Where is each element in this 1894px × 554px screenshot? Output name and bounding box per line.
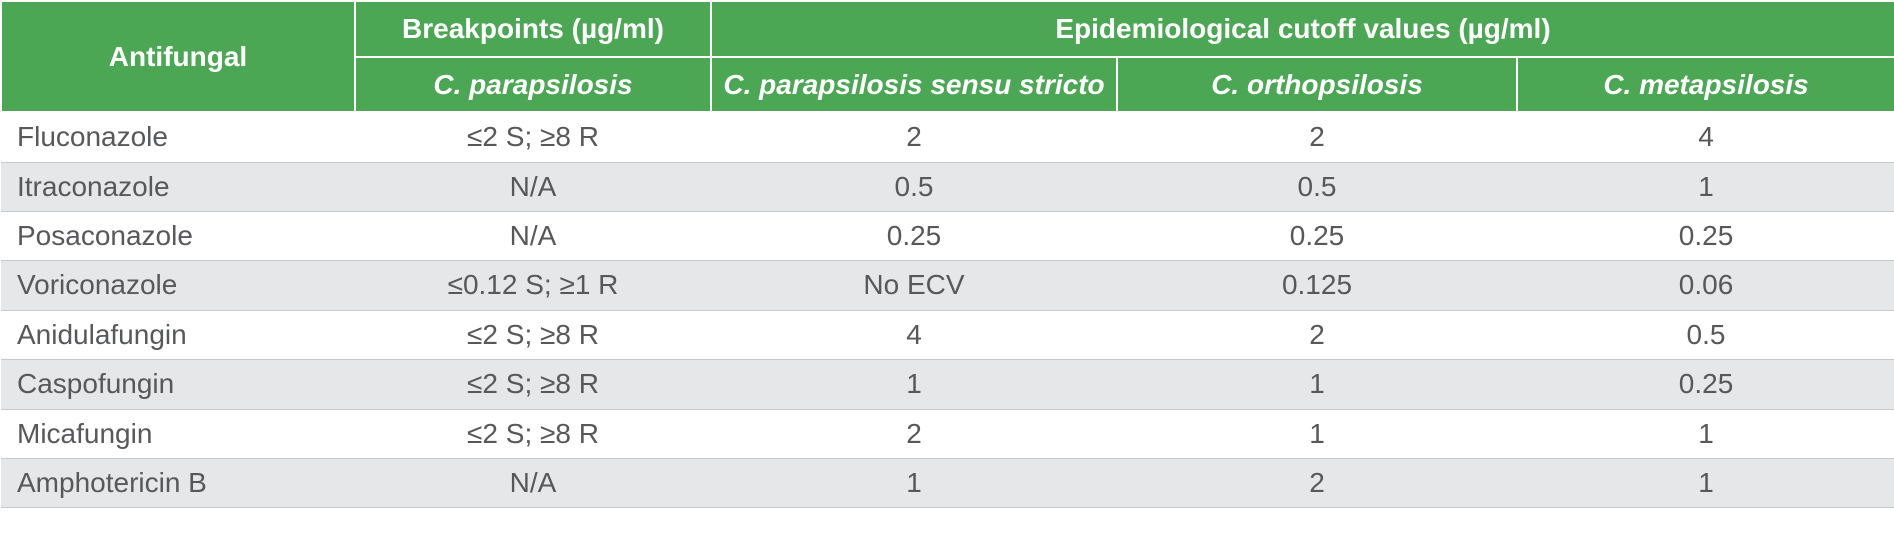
cell-ecv-sensu-stricto: 2: [711, 112, 1117, 162]
col-header-breakpoints: Breakpoints (µg/ml): [355, 1, 711, 57]
col-header-ecv-group: Epidemiological cutoff values (µg/ml): [711, 1, 1894, 57]
cell-ecv-orthopsilosis: 0.125: [1117, 261, 1517, 310]
cell-ecv-orthopsilosis: 1: [1117, 360, 1517, 409]
cell-ecv-orthopsilosis: 0.5: [1117, 162, 1517, 211]
cell-ecv-orthopsilosis: 0.25: [1117, 211, 1517, 260]
table-row: ItraconazoleN/A0.50.51: [1, 162, 1894, 211]
table-row: Voriconazole≤0.12 S; ≥1 RNo ECV0.1250.06: [1, 261, 1894, 310]
col-subheader-metapsilosis: C. metapsilosis: [1517, 57, 1894, 113]
cell-ecv-metapsilosis: 1: [1517, 458, 1894, 507]
cell-antifungal: Amphotericin B: [1, 458, 355, 507]
cell-antifungal: Fluconazole: [1, 112, 355, 162]
cell-ecv-sensu-stricto: 2: [711, 409, 1117, 458]
cell-breakpoint: ≤2 S; ≥8 R: [355, 310, 711, 359]
cell-ecv-metapsilosis: 0.06: [1517, 261, 1894, 310]
cell-antifungal: Micafungin: [1, 409, 355, 458]
cell-breakpoint: N/A: [355, 211, 711, 260]
cell-ecv-metapsilosis: 0.5: [1517, 310, 1894, 359]
cell-ecv-orthopsilosis: 1: [1117, 409, 1517, 458]
cell-antifungal: Anidulafungin: [1, 310, 355, 359]
cell-breakpoint: ≤2 S; ≥8 R: [355, 112, 711, 162]
cell-ecv-metapsilosis: 0.25: [1517, 211, 1894, 260]
cell-ecv-sensu-stricto: 0.5: [711, 162, 1117, 211]
cell-breakpoint: ≤2 S; ≥8 R: [355, 409, 711, 458]
cell-breakpoint: ≤0.12 S; ≥1 R: [355, 261, 711, 310]
cell-antifungal: Voriconazole: [1, 261, 355, 310]
cell-ecv-metapsilosis: 4: [1517, 112, 1894, 162]
col-header-antifungal: Antifungal: [1, 1, 355, 112]
table-body: Fluconazole≤2 S; ≥8 R224ItraconazoleN/A0…: [1, 112, 1894, 508]
cell-ecv-orthopsilosis: 2: [1117, 310, 1517, 359]
cell-breakpoint: ≤2 S; ≥8 R: [355, 360, 711, 409]
col-subheader-parapsilosis: C. parapsilosis: [355, 57, 711, 113]
table-row: Amphotericin BN/A121: [1, 458, 1894, 507]
cell-ecv-orthopsilosis: 2: [1117, 458, 1517, 507]
cell-breakpoint: N/A: [355, 458, 711, 507]
table-row: Anidulafungin≤2 S; ≥8 R420.5: [1, 310, 1894, 359]
cell-ecv-sensu-stricto: No ECV: [711, 261, 1117, 310]
cell-antifungal: Itraconazole: [1, 162, 355, 211]
col-subheader-orthopsilosis: C. orthopsilosis: [1117, 57, 1517, 113]
antifungal-table: Antifungal Breakpoints (µg/ml) Epidemiol…: [0, 0, 1894, 508]
table-row: PosaconazoleN/A0.250.250.25: [1, 211, 1894, 260]
table-row: Fluconazole≤2 S; ≥8 R224: [1, 112, 1894, 162]
cell-ecv-metapsilosis: 0.25: [1517, 360, 1894, 409]
cell-breakpoint: N/A: [355, 162, 711, 211]
cell-antifungal: Posaconazole: [1, 211, 355, 260]
cell-antifungal: Caspofungin: [1, 360, 355, 409]
table-header: Antifungal Breakpoints (µg/ml) Epidemiol…: [1, 1, 1894, 112]
cell-ecv-metapsilosis: 1: [1517, 409, 1894, 458]
table-row: Caspofungin≤2 S; ≥8 R110.25: [1, 360, 1894, 409]
table-row: Micafungin≤2 S; ≥8 R211: [1, 409, 1894, 458]
cell-ecv-metapsilosis: 1: [1517, 162, 1894, 211]
cell-ecv-orthopsilosis: 2: [1117, 112, 1517, 162]
col-subheader-sensu-stricto: C. parapsilosis sensu stricto: [711, 57, 1117, 113]
cell-ecv-sensu-stricto: 1: [711, 458, 1117, 507]
cell-ecv-sensu-stricto: 0.25: [711, 211, 1117, 260]
cell-ecv-sensu-stricto: 1: [711, 360, 1117, 409]
cell-ecv-sensu-stricto: 4: [711, 310, 1117, 359]
